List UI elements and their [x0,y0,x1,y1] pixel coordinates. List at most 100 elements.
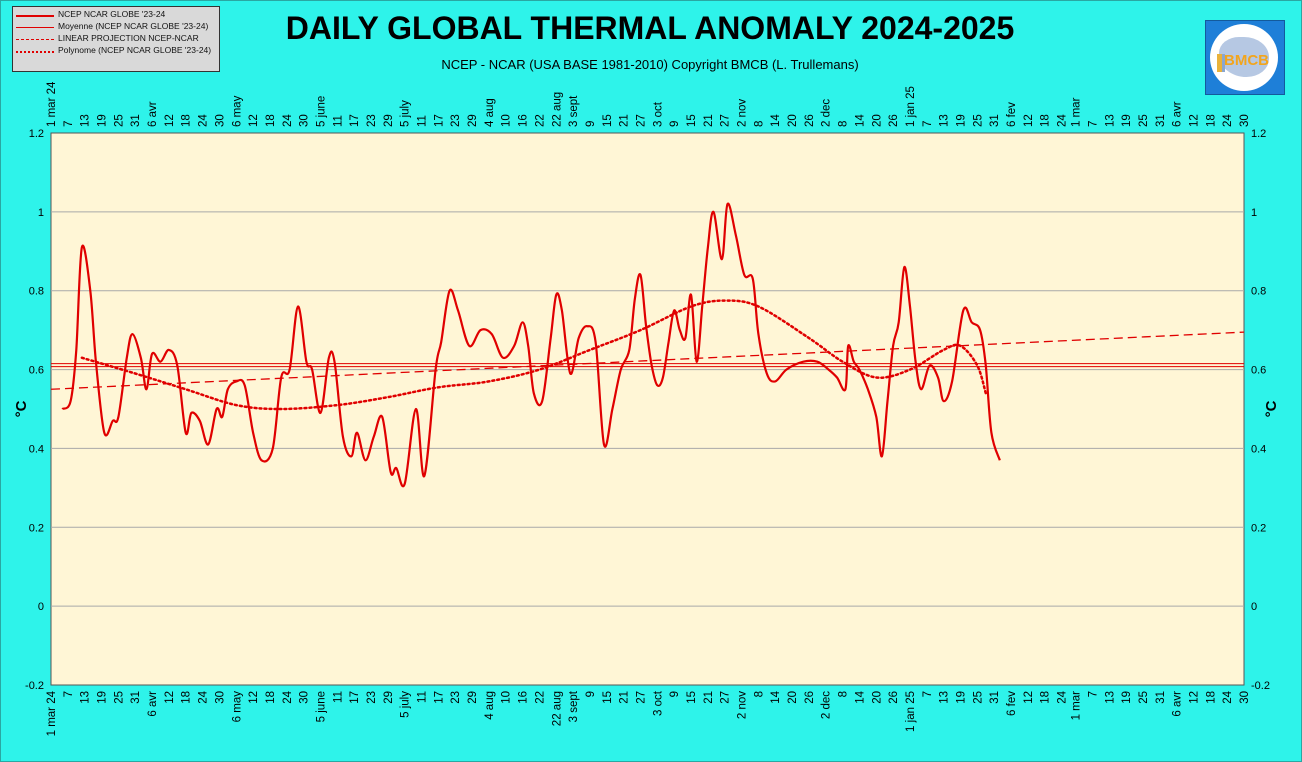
plot-area [50,132,1245,686]
x-tick-label: 2 dec [821,99,833,127]
x-tick-label: 6 avr [1172,691,1184,717]
x-tick-label: 6 fev [1006,102,1018,127]
x-tick-label: 7 [63,121,75,127]
x-tick-label: 7 [922,121,934,127]
y-tick-label: 1 [1251,207,1257,219]
x-tick-label: 14 [854,690,866,703]
x-tick-label: 18 [181,114,193,127]
y-axis-left: 1.2 1 0.8 0.6 0.4 0.2 0 -0.2 [25,128,44,692]
x-tick-label: 25 [113,691,125,704]
anomaly-series-line [61,202,1001,488]
x-tick-label: 6 avr [1172,101,1184,127]
x-tick-label: 26 [888,114,900,127]
x-tick-label: 12 [248,114,260,127]
x-tick-label: 21 [703,691,715,704]
x-tick-label: 26 [804,114,816,127]
logo-text: BMCB [1224,52,1269,69]
chart-title: DAILY GLOBAL THERMAL ANOMALY 2024-2025 [285,10,1015,46]
x-tick-label: 31 [1155,691,1167,704]
x-tick-label: 22 aug [551,92,563,127]
x-tick-label: 9 [669,691,681,697]
legend-swatch-solid [16,15,54,17]
x-tick-label: 1 mar [1071,691,1083,721]
legend-label: Polynome (NCEP NCAR GLOBE '23-24) [58,45,212,55]
x-tick-label: 19 [955,691,967,704]
x-tick-label: 11 [332,115,344,127]
x-tick-label: 13 [939,114,951,127]
x-tick-label: 7 [1087,121,1099,127]
x-tick-label: 25 [972,691,984,704]
x-tick-label: 31 [989,691,1001,704]
x-tick-label: 22 [534,691,546,704]
x-tick-label: 30 [1239,114,1251,127]
x-tick-label: 18 [1205,114,1217,127]
x-tick-label: 25 [113,114,125,127]
x-tick-label: 30 [299,691,311,704]
x-tick-label: 16 [518,114,530,127]
belgium-map-icon [1219,37,1269,77]
x-tick-label: 30 [214,114,226,127]
x-tick-label: 11 [417,691,429,703]
x-tick-label: 27 [720,691,732,704]
y-tick-label: 0.4 [1251,443,1266,455]
y-tick-label: 1.2 [1251,128,1266,140]
x-tick-label: 20 [871,691,883,704]
x-tick-label: 23 [366,114,378,127]
x-tick-label: 13 [1104,114,1116,127]
x-tick-label: 19 [97,691,109,704]
x-tick-label: 24 [1057,690,1069,703]
x-tick-label: 6 avr [147,101,159,127]
x-tick-label: 21 [619,691,631,704]
x-tick-label: 20 [787,691,799,704]
x-tick-label: 21 [703,114,715,127]
x-tick-label: 26 [888,691,900,704]
y-tick-label: 0.4 [29,443,44,455]
thermometer-icon [1217,54,1225,72]
legend-swatch-dashed [16,39,54,40]
x-tick-label: 27 [635,691,647,704]
x-tick-label: 24 [1222,114,1234,127]
y-tick-label: 0.6 [29,365,44,377]
x-tick-label: 18 [1205,691,1217,704]
x-tick-label: 10 [501,114,513,127]
x-tick-label: 1 mar 24 [46,690,58,736]
x-tick-label: 1 jan 25 [905,86,917,127]
x-tick-label: 2 nov [737,691,749,719]
x-tick-label: 6 avr [147,691,159,717]
x-tick-label: 25 [1138,691,1150,704]
x-tick-label: 7 [1087,691,1099,697]
x-tick-label: 9 [669,121,681,127]
y-tick-label: 0.6 [1251,365,1266,377]
legend: NCEP NCAR GLOBE '23-24 Moyenne (NCEP NCA… [12,6,220,72]
x-tick-label: 31 [130,114,142,127]
x-tick-label: 5 july [400,100,412,127]
x-tick-label: 24 [282,690,294,703]
x-tick-label: 18 [265,691,277,704]
x-tick-label: 13 [1104,691,1116,704]
y-tick-label: 1 [38,207,44,219]
x-tick-label: 16 [518,691,530,704]
x-tick-label: 12 [248,691,260,704]
x-tick-label: 6 may [231,691,243,723]
x-tick-label: 19 [1121,691,1133,704]
x-tick-label: 9 [585,121,597,127]
x-tick-label: 22 aug [551,691,563,726]
x-tick-label: 1 mar 24 [46,81,58,127]
legend-label: Moyenne (NCEP NCAR GLOBE '23-24) [58,21,209,31]
x-tick-label: 24 [198,690,210,703]
x-tick-label: 22 [534,114,546,127]
x-tick-label: 12 [1188,691,1200,704]
x-tick-label: 3 sept [568,95,580,127]
x-tick-label: 2 nov [737,99,749,127]
x-tick-label: 13 [939,691,951,704]
x-tick-label: 8 [753,691,765,697]
legend-swatch-dotted [16,51,54,53]
x-tick-label: 25 [972,114,984,127]
x-tick-label: 3 sept [568,690,580,722]
x-tick-label: 24 [1222,690,1234,703]
series-layer [50,202,1245,488]
x-tick-label: 15 [686,114,698,127]
x-tick-label: 13 [80,114,92,127]
x-tick-label: 18 [1040,114,1052,127]
x-tick-label: 12 [1023,691,1035,704]
